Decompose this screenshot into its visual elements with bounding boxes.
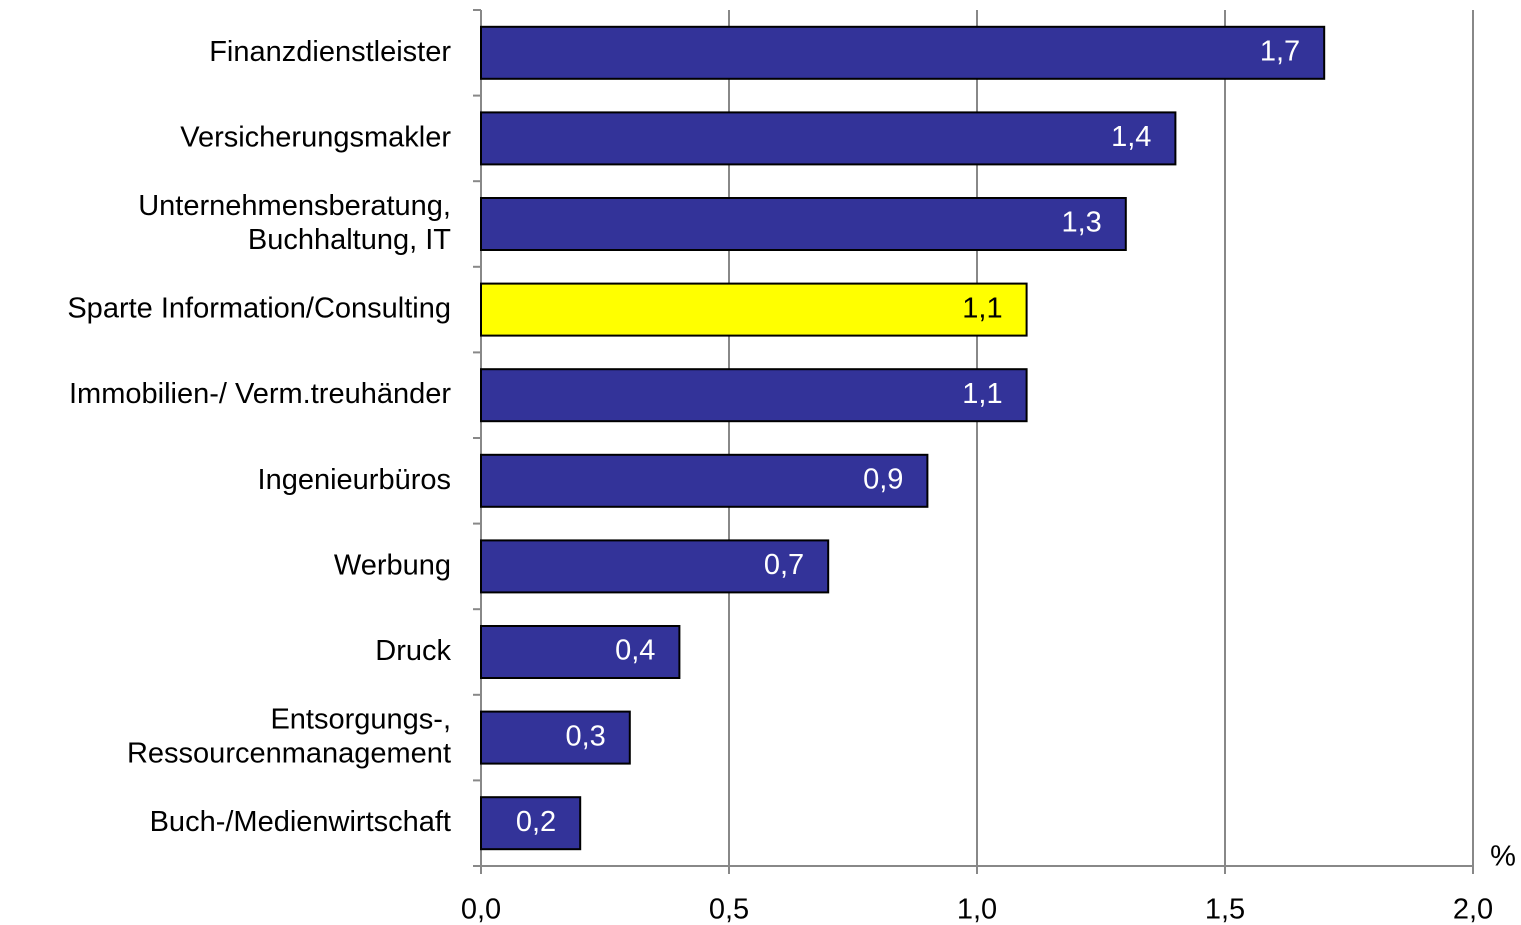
value-label: 1,1: [962, 292, 1002, 324]
x-tick-label: 1,5: [1205, 894, 1245, 925]
x-tick-label: 0,5: [709, 894, 749, 925]
y-tick-label-line: Sparte Information/Consulting: [67, 292, 451, 324]
value-label: 0,3: [565, 720, 605, 752]
x-tick-label: 1,0: [957, 894, 997, 925]
value-label: 1,3: [1061, 207, 1101, 239]
y-tick-label: Unternehmensberatung, Buchhaltung, IT: [138, 190, 451, 256]
x-tick-label: 0,0: [461, 894, 501, 925]
bar: [480, 796, 582, 851]
bar: [480, 710, 631, 765]
value-label: 1,1: [962, 378, 1002, 410]
y-tick-label-line: Ressourcenmanagement: [127, 737, 451, 769]
y-tick-label-line: Entsorgungs-,: [270, 703, 451, 735]
y-tick-label-line: Versicherungsmakler: [180, 121, 451, 153]
y-tick-label-line: Ingenieurbüros: [258, 463, 451, 495]
y-tick-label-line: Unternehmensberatung,: [138, 190, 451, 222]
y-tick-label-line: Immobilien-/ Verm.treuhänder: [69, 378, 451, 410]
bar: [480, 197, 1127, 251]
value-label: 0,2: [516, 806, 556, 838]
y-tick-label-line: Buchhaltung, IT: [248, 224, 451, 256]
bar: [480, 368, 1028, 423]
y-tick-label-line: Werbung: [334, 549, 451, 581]
x-tick-label: 2,0: [1453, 894, 1493, 925]
y-tick-label: Immobilien-/ Verm.treuhänder: [69, 378, 451, 410]
bar: [480, 453, 929, 508]
y-tick-label: Ingenieurbüros: [258, 463, 451, 495]
value-label: 1,7: [1260, 35, 1300, 67]
bar: [480, 625, 681, 679]
y-tick-label: Entsorgungs-, Ressourcenmanagement: [127, 703, 451, 769]
value-label: 1,4: [1111, 121, 1151, 153]
y-tick-label: Sparte Information/Consulting: [67, 292, 451, 324]
y-tick-label-line: Druck: [375, 635, 451, 667]
y-tick-label: Druck: [375, 635, 451, 667]
y-tick-label: Versicherungsmakler: [180, 121, 451, 153]
y-tick-label: Finanzdienstleister: [209, 35, 451, 67]
value-label: 0,9: [863, 463, 903, 495]
value-label: 0,7: [764, 549, 804, 581]
bar: [480, 282, 1028, 337]
bar: [480, 539, 830, 594]
y-tick-label: Buch-/Medienwirtschaft: [150, 806, 451, 838]
bar: [480, 25, 1326, 80]
bar: [480, 111, 1177, 166]
y-tick-label-line: Finanzdienstleister: [209, 35, 451, 67]
x-axis-label: %: [1490, 841, 1516, 873]
value-label: 0,4: [615, 635, 655, 667]
y-tick-label-line: Buch-/Medienwirtschaft: [150, 806, 451, 838]
y-tick-label: Werbung: [334, 549, 451, 581]
